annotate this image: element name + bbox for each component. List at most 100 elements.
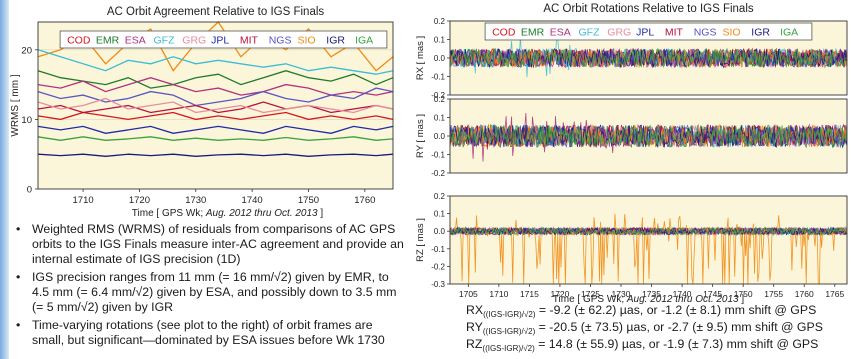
ry-var: RY xyxy=(466,320,483,334)
series-line-igr xyxy=(37,153,394,157)
y-tick-label: 0 xyxy=(27,185,32,196)
y-tick-label: -0.2 xyxy=(431,262,445,271)
legend-entry-gfz: GFZ xyxy=(154,35,176,47)
bullet-text: IGS precision ranges from 11 mm (= 16 mm… xyxy=(32,270,397,314)
legend-entry-cod: COD xyxy=(492,27,516,39)
rz-var: RZ xyxy=(466,337,483,351)
y-axis-label: RX [ mas ] xyxy=(415,36,426,80)
legend-entry-grg: GRG xyxy=(182,35,206,47)
y-tick-label: -0.2 xyxy=(431,91,445,100)
series-line-jpl xyxy=(37,125,394,134)
rz-subscript: ((IGS-IGR)/√2) xyxy=(482,344,535,353)
legend-entry-ngs: NGS xyxy=(694,27,717,39)
legend-entry-jpl: JPL xyxy=(211,35,229,47)
bullet-marker: • xyxy=(16,318,21,332)
x-tick-label: 1755 xyxy=(764,289,783,299)
legend-entry-esa: ESA xyxy=(125,35,146,47)
y-axis-label: WRMS [ mm ] xyxy=(10,74,21,136)
legend-entry-esa: ESA xyxy=(550,27,571,39)
series-line-grg xyxy=(37,97,394,114)
series-group xyxy=(450,213,847,284)
x-tick-label: 1715 xyxy=(520,289,539,299)
chart-title: AC Orbit Agreement Relative to IGS Final… xyxy=(107,6,325,18)
bullet-item: • Weighted RMS (WRMS) of residuals from c… xyxy=(14,222,404,267)
legend-entry-mit: MIT xyxy=(240,35,259,47)
rx-subscript: ((IGS-IGR)/√2) xyxy=(483,310,536,319)
y-tick-label: 0.1 xyxy=(434,210,446,219)
legend-entry-cod: COD xyxy=(67,35,91,47)
series-line-gfz xyxy=(37,49,394,75)
ry-value: = -20.5 (± 73.5) µas, or -2.7 (± 9.5) mm… xyxy=(535,320,823,334)
y-axis-label: RZ [ mas ] xyxy=(415,218,426,262)
slide-accent-band xyxy=(0,0,9,359)
ry-summary: RY((IGS-IGR)/√2) = -20.5 (± 73.5) µas, o… xyxy=(466,319,851,336)
rx-var: RX xyxy=(466,303,484,317)
legend-entry-ngs: NGS xyxy=(269,35,292,47)
x-tick-label: 1760 xyxy=(795,289,814,299)
ry-subscript: ((IGS-IGR)/√2) xyxy=(482,327,536,336)
bullet-list: • Weighted RMS (WRMS) of residuals from c… xyxy=(14,222,404,351)
y-tick-label: -0.1 xyxy=(431,73,445,82)
series-line-iga xyxy=(450,226,847,237)
y-tick-label: 0.1 xyxy=(434,36,446,45)
y-tick-label: -0.2 xyxy=(431,169,445,178)
rx-summary: RX((IGS-IGR)/√2) = -9.2 (± 62.2) µas, or… xyxy=(466,302,851,319)
y-tick-label: 0.0 xyxy=(434,132,446,141)
x-tick-label: 1710 xyxy=(489,289,508,299)
legend-entry-jpl: JPL xyxy=(636,27,654,39)
rotations-chart: AC Orbit Rotations Relative to IGS Final… xyxy=(415,3,848,305)
y-tick-label: 0.2 xyxy=(434,17,446,26)
y-tick-label: 0.1 xyxy=(434,114,446,123)
y-tick-label: 0.2 xyxy=(434,192,446,201)
rz-summary: RZ((IGS-IGR)/√2) = 14.8 (± 55.9) µas, or… xyxy=(466,336,851,353)
bullet-item: • Time-varying rotations (see plot to the… xyxy=(14,318,404,348)
rotation-summary: RX((IGS-IGR)/√2) = -9.2 (± 62.2) µas, or… xyxy=(466,302,851,353)
y-tick-label: 0.0 xyxy=(434,227,446,236)
x-axis-label: Time [ GPS Wk; Aug. 2012 thru Oct. 2013 … xyxy=(553,294,745,305)
bullet-item: • IGS precision ranges from 11 mm (= 16 m… xyxy=(14,270,404,315)
wrms-chart: AC Orbit Agreement Relative to IGS Final… xyxy=(10,6,394,219)
x-tick-label: 1735 xyxy=(642,289,661,299)
y-tick-label: 20 xyxy=(21,45,32,56)
series-line-cod xyxy=(37,111,394,121)
legend-box xyxy=(484,22,813,41)
legend-box xyxy=(59,30,388,49)
bullet-text: Time-varying rotations (see plot to the … xyxy=(32,318,385,347)
x-tick-label: 1725 xyxy=(581,289,600,299)
y-tick-label: -0.1 xyxy=(431,245,445,254)
series-line-igr xyxy=(450,226,847,237)
plot-frame xyxy=(449,98,848,174)
x-tick-label: 1740 xyxy=(673,289,692,299)
series-line-igr xyxy=(450,47,847,68)
x-tick-label: 1750 xyxy=(298,195,319,206)
chart-title: AC Orbit Rotations Relative to IGS Final… xyxy=(543,3,754,15)
legend-entry-igr: IGR xyxy=(326,35,345,47)
x-tick-label: 1765 xyxy=(825,289,844,299)
series-line-iga xyxy=(37,136,394,141)
series-line-emr xyxy=(37,70,394,89)
x-tick-label: 1745 xyxy=(703,289,722,299)
legend-entry-mit: MIT xyxy=(665,27,684,39)
y-tick-label: 10 xyxy=(21,115,32,126)
x-tick-label: 1720 xyxy=(550,289,569,299)
legend-entry-sio: SIO xyxy=(723,27,741,39)
x-tick-label: 1730 xyxy=(185,195,206,206)
bullet-text: Weighted RMS (WRMS) of residuals from co… xyxy=(32,222,404,266)
series-line-sio xyxy=(450,48,847,69)
series-line-iga xyxy=(450,124,847,148)
legend-entry-gfz: GFZ xyxy=(579,27,601,39)
legend-entry-emr: EMR xyxy=(521,27,545,39)
bullet-marker: • xyxy=(16,222,21,236)
y-tick-label: -0.3 xyxy=(431,280,445,289)
x-tick-label: 1720 xyxy=(129,195,150,206)
series-line-sio xyxy=(450,123,847,148)
legend-entry-iga: IGA xyxy=(780,27,798,39)
series-line-iga xyxy=(450,47,847,68)
rz-value: = 14.8 (± 55.9) µas, or -1.9 (± 7.3) mm … xyxy=(534,337,819,351)
y-tick-label: -0.1 xyxy=(431,151,445,160)
plot-frame xyxy=(449,195,848,285)
rotation-panel-2: 0.2 0.1 0.0 -0.1 -0.2 RY [ mas ] xyxy=(415,95,848,178)
x-tick-label: 1730 xyxy=(612,289,631,299)
y-axis-label: RY [ mas ] xyxy=(415,114,426,158)
x-tick-label: 1705 xyxy=(459,289,478,299)
